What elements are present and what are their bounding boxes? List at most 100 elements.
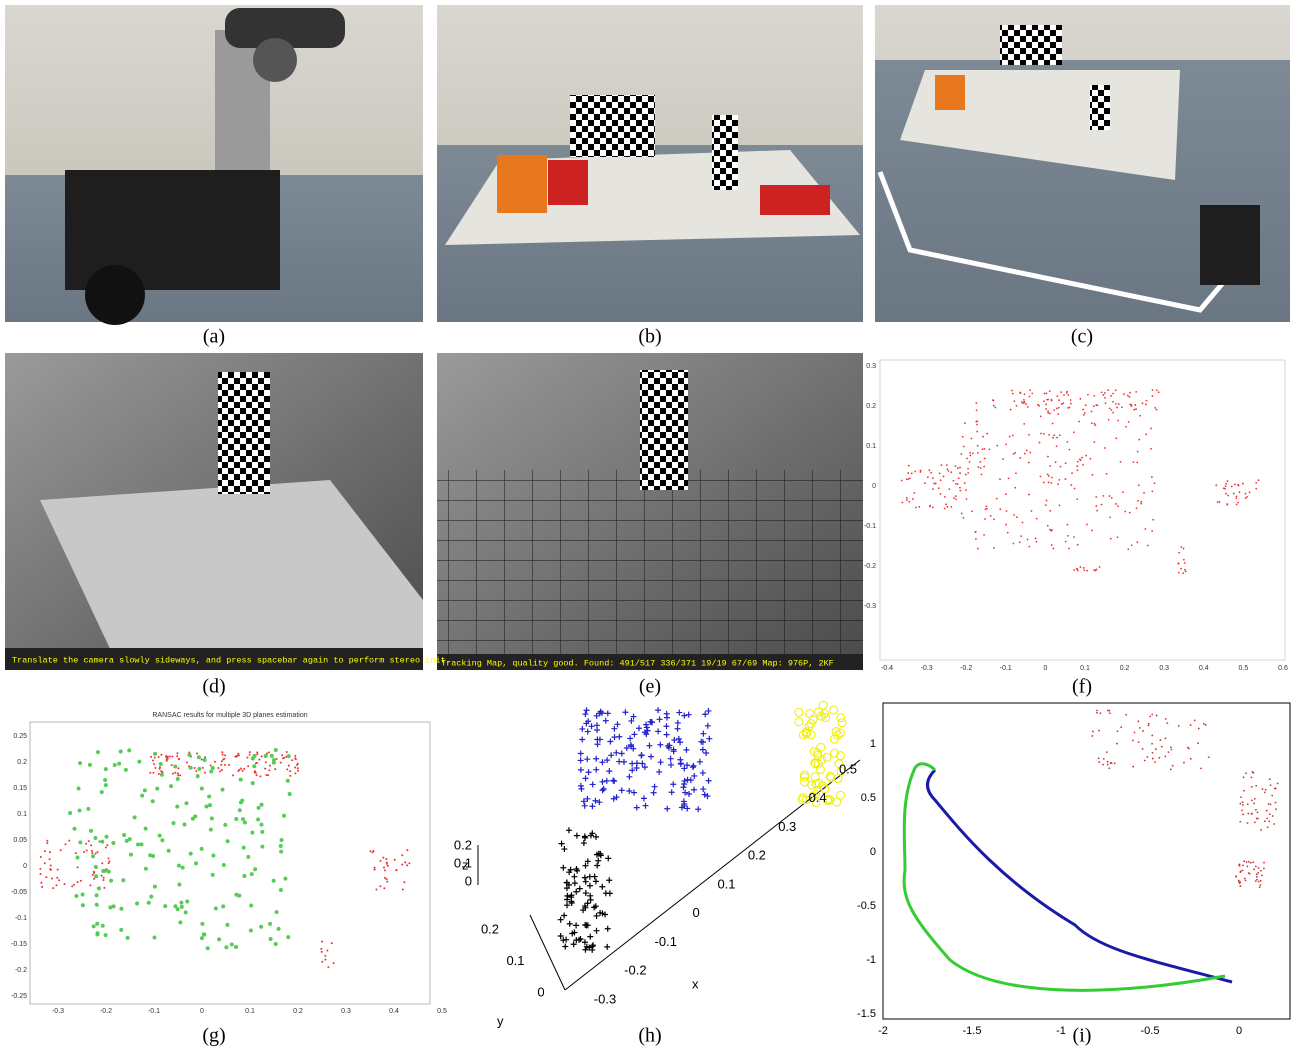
marker (573, 922, 579, 928)
marker (604, 778, 610, 784)
marker (95, 853, 97, 855)
marker (127, 748, 131, 752)
tick-label: -0.2 (624, 963, 646, 978)
marker (289, 770, 291, 772)
marker (587, 893, 593, 899)
marker (1093, 441, 1095, 443)
marker (634, 805, 640, 811)
marker (837, 791, 845, 799)
tick-label: -0.5 (857, 900, 876, 912)
marker (96, 851, 98, 853)
marker (160, 770, 162, 772)
marker (214, 761, 216, 763)
marker (1101, 391, 1103, 393)
marker (561, 913, 567, 919)
marker (1049, 413, 1051, 415)
marker (179, 901, 183, 905)
marker (103, 869, 107, 873)
marker (249, 904, 253, 908)
marker (122, 833, 126, 837)
marker (92, 874, 94, 876)
marker (90, 844, 92, 846)
marker (1239, 821, 1241, 823)
tick-label: -0.3 (594, 991, 616, 1006)
marker (1028, 434, 1030, 436)
marker (1272, 815, 1274, 817)
marker (207, 795, 211, 799)
marker (202, 932, 206, 936)
marker (1254, 798, 1256, 800)
marker (177, 767, 179, 769)
marker (223, 823, 227, 827)
marker (1178, 572, 1180, 574)
marker (612, 734, 618, 740)
marker (154, 757, 156, 759)
marker (1045, 504, 1047, 506)
marker (1083, 569, 1085, 571)
marker (78, 761, 82, 765)
marker (1085, 404, 1087, 406)
marker (589, 803, 595, 809)
marker (664, 806, 670, 812)
marker (1012, 435, 1014, 437)
tick-label: -2 (878, 1025, 888, 1037)
marker (52, 887, 54, 889)
marker (189, 852, 193, 856)
marker (1200, 767, 1202, 769)
marker (160, 838, 164, 842)
marker (1253, 803, 1255, 805)
marker (1138, 720, 1140, 722)
marker (930, 472, 932, 474)
marker (239, 800, 243, 804)
tick-label: 0.2 (454, 837, 472, 852)
marker (135, 902, 139, 906)
marker (1077, 544, 1079, 546)
marker (94, 865, 98, 869)
marker (686, 791, 692, 797)
marker (668, 762, 674, 768)
marker (1035, 537, 1037, 539)
marker (1040, 415, 1042, 417)
marker (394, 859, 396, 861)
marker (259, 823, 263, 827)
marker (96, 931, 100, 935)
marker (1249, 873, 1251, 875)
marker (1078, 421, 1080, 423)
marker (102, 879, 104, 881)
marker (1056, 395, 1058, 397)
marker (387, 865, 389, 867)
marker (1101, 504, 1103, 506)
marker (288, 765, 290, 767)
marker (1239, 491, 1241, 493)
marker (562, 943, 568, 949)
marker (1130, 405, 1132, 407)
marker (1051, 529, 1053, 531)
marker (1255, 488, 1257, 490)
marker (962, 517, 964, 519)
marker (634, 760, 640, 766)
marker (294, 757, 296, 759)
marker (1129, 392, 1131, 394)
marker (80, 880, 82, 882)
marker (1147, 545, 1149, 547)
marker (966, 457, 968, 459)
marker (1260, 870, 1262, 872)
marker (914, 471, 916, 473)
tick-label: 0.5 (437, 1008, 447, 1015)
marker (214, 906, 218, 910)
marker (137, 760, 141, 764)
marker (95, 922, 99, 926)
marker (1239, 881, 1241, 883)
marker (1237, 502, 1239, 504)
marker (1086, 570, 1088, 572)
marker (1136, 507, 1138, 509)
marker (646, 743, 652, 749)
marker (71, 885, 73, 887)
tick-label: 0.2 (17, 759, 27, 766)
marker (981, 474, 983, 476)
marker (959, 467, 961, 469)
marker (64, 883, 66, 885)
marker (999, 508, 1001, 510)
tick-label: -0.2 (15, 967, 27, 974)
marker (264, 754, 268, 758)
